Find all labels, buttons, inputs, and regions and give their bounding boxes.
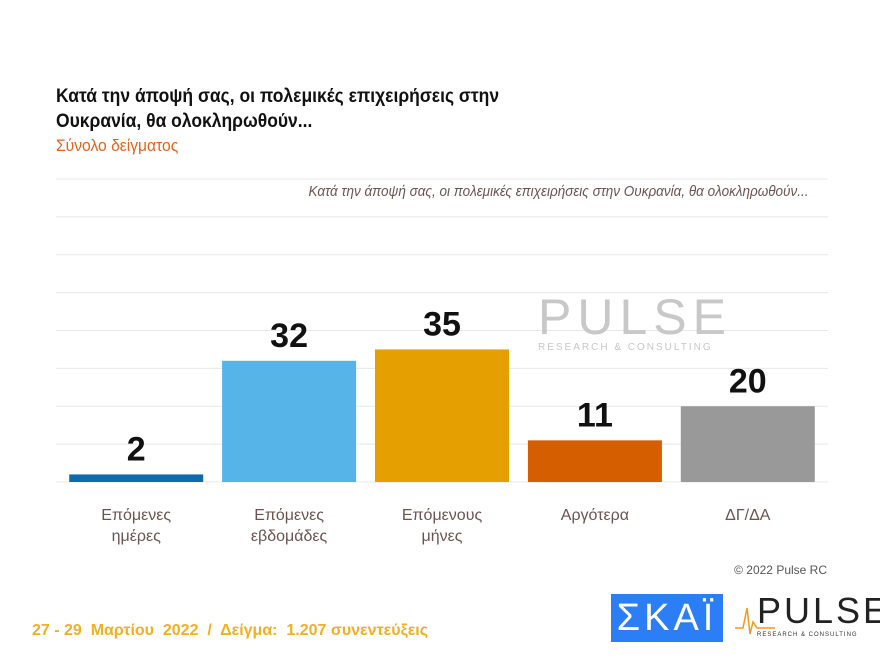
category-label: εβδομάδες [251,528,328,545]
category-label: μήνες [422,528,463,545]
pulse-watermark: PULSE RESEARCH & CONSULTING [538,292,732,353]
category-label: ΔΓ/ΔΑ [725,507,771,524]
bar [527,440,662,482]
pulse-heartbeat-icon [735,607,775,635]
pulse-logo-brand: PULSE [757,590,880,631]
watermark-tagline: RESEARCH & CONSULTING [538,342,713,353]
data-label: 2 [127,430,146,468]
pulse-logo-tagline: RESEARCH & CONSULTING [757,632,858,638]
footer-date-sample: 27 - 29 Μαρτίου 2022 / Δείγμα: 1.207 συν… [32,622,429,639]
skai-logo: ΣΚΑΪ [611,594,723,642]
page-subtitle: Σύνολο δείγματος [56,136,179,155]
bar [680,406,815,482]
data-label: 35 [423,305,461,343]
category-label: Επόμενες [101,507,171,524]
copyright: © 2022 Pulse RC [734,563,827,577]
chart-title: Κατά την άποψή σας, οι πολεμικές επιχειρ… [308,183,808,200]
category-label: ημέρες [112,528,161,545]
bar [222,360,357,482]
category-label: Επόμενες [254,507,324,524]
page-title: Κατά την άποψή σας, οι πολεμικές επιχειρ… [56,86,500,132]
bar [69,474,204,482]
pulse-logo: PULSE RESEARCH & CONSULTING [735,590,880,642]
data-label: 32 [270,317,308,355]
bar [375,349,509,482]
category-label: Επόμενους [402,507,483,524]
data-label: 11 [577,396,613,434]
data-label: 20 [729,362,767,400]
watermark-brand: PULSE [538,289,732,345]
category-label: Αργότερα [561,507,629,524]
